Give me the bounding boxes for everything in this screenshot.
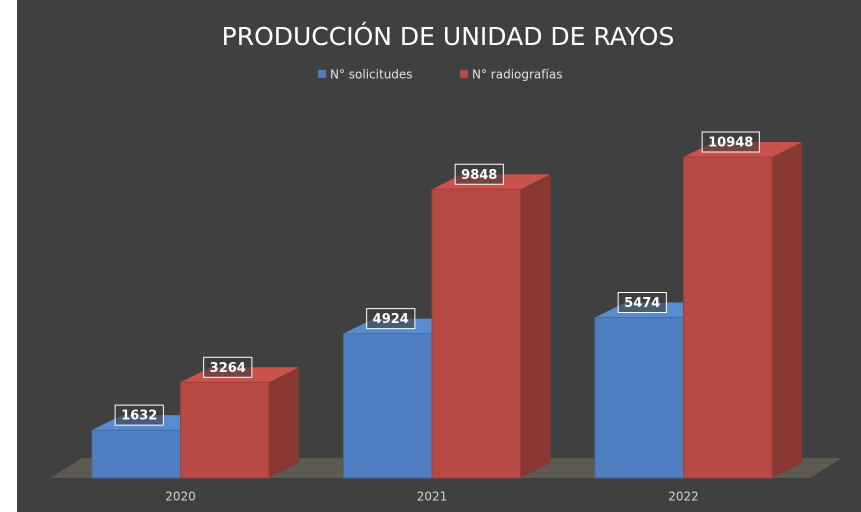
bar xyxy=(180,381,270,479)
x-tick-label: 2020 xyxy=(165,490,196,504)
legend-label: N° radiografías xyxy=(472,68,562,82)
data-label: 1632 xyxy=(121,409,157,424)
bar xyxy=(343,333,433,479)
bar xyxy=(431,188,521,479)
bar-side xyxy=(520,174,551,478)
bar xyxy=(91,429,181,479)
data-label: 10948 xyxy=(708,136,753,151)
x-tick-label: 2021 xyxy=(417,490,448,504)
data-label: 3264 xyxy=(210,361,246,376)
data-label-box xyxy=(701,131,760,153)
chart-title: PRODUCCIÓN DE UNIDAD DE RAYOS xyxy=(222,21,675,51)
data-label-box xyxy=(366,308,416,330)
legend-swatch xyxy=(460,70,468,78)
x-tick-label: 2022 xyxy=(668,490,699,504)
bar xyxy=(594,317,684,479)
bar-side xyxy=(772,142,802,478)
bar-side xyxy=(269,367,299,478)
data-label: 5474 xyxy=(624,296,660,311)
bar xyxy=(683,156,773,479)
legend-label: N° solicitudes xyxy=(330,68,413,82)
data-label-box xyxy=(114,404,164,426)
data-label: 9848 xyxy=(461,168,497,183)
data-label-box xyxy=(454,163,504,185)
data-label: 4924 xyxy=(373,312,409,327)
data-label-box xyxy=(617,292,667,313)
data-label-box xyxy=(203,356,253,378)
legend-swatch xyxy=(318,70,326,78)
